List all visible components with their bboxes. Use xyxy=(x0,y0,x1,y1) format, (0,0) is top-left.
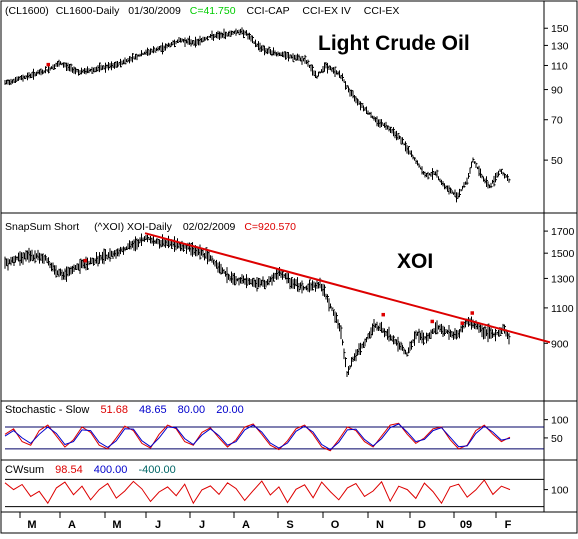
cw-y-tick-label: 100 xyxy=(551,485,569,497)
cw-label: CWsum xyxy=(5,464,44,476)
xoi-signal-marker xyxy=(470,311,474,315)
xoi-y-tick-label: 900 xyxy=(551,338,569,350)
x-tick-label: O xyxy=(331,519,340,531)
stoch-y-tick-label: 100 xyxy=(551,415,569,427)
x-tick-label: 09 xyxy=(460,519,472,531)
x-tick-label: M xyxy=(27,519,36,531)
xoi-name: (^XOI) XOI-Daily xyxy=(94,221,173,233)
stoch-header: Stochastic - Slow 51.68 48.65 80.00 20.0… xyxy=(5,404,244,416)
cw-value-1: 98.54 xyxy=(55,464,83,476)
cw-value-2: 400.00 xyxy=(94,464,128,476)
xoi-study: SnapSum Short xyxy=(5,221,79,233)
y-axis-ticks: 150 130 110 90 70 50 1700 1500 1300 1100 900 100 50 1… xyxy=(544,23,575,497)
crude-name: CL1600-Daily xyxy=(56,5,120,17)
xoi-signal-marker xyxy=(460,321,464,325)
crude-study-1: CCI-CAP xyxy=(247,5,290,17)
xoi-price-bars xyxy=(4,232,551,378)
cw-series-1 xyxy=(4,479,511,505)
crude-header: (CL1600) CL1600-Daily 01/30/2009 C=41.75… xyxy=(5,5,399,17)
crude-y-tick-label: 150 xyxy=(551,23,569,35)
x-tick-label: N xyxy=(376,519,384,531)
crude-symbol: (CL1600) xyxy=(5,5,49,17)
cw-value-3: -400.00 xyxy=(138,464,175,476)
crude-y-tick-label: 50 xyxy=(551,155,563,167)
xoi-date: 02/02/2009 xyxy=(183,221,236,233)
xoi-y-tick-label: 1700 xyxy=(551,226,575,238)
crude-study-3: CCI-EX xyxy=(364,5,400,17)
stoch-value-2: 48.65 xyxy=(139,404,167,416)
xoi-signal-marker xyxy=(430,319,434,324)
crude-title: Light Crude Oil xyxy=(318,32,470,55)
stoch-value-4: 20.00 xyxy=(216,404,244,416)
stoch-label: Stochastic - Slow xyxy=(5,404,89,416)
xoi-y-tick-label: 1100 xyxy=(551,303,574,315)
xoi-trendline xyxy=(144,232,551,344)
crude-close: C=41.750 xyxy=(190,5,236,17)
cwsum-line xyxy=(4,478,544,508)
x-axis-ticks: M A M J J A S O N D 09 F xyxy=(19,512,512,531)
x-tick-label: A xyxy=(242,519,250,531)
xoi-header: SnapSum Short (^XOI) XOI-Daily 02/02/200… xyxy=(5,221,296,233)
xoi-y-tick-label: 1500 xyxy=(551,248,575,260)
crude-y-tick-label: 110 xyxy=(551,60,568,72)
crude-y-tick-label: 90 xyxy=(551,85,563,97)
crude-y-tick-label: 70 xyxy=(551,115,563,127)
x-tick-label: S xyxy=(286,519,293,531)
crude-signal-marker xyxy=(46,62,50,67)
x-tick-label: M xyxy=(112,519,121,531)
x-tick-label: J xyxy=(155,519,161,531)
xoi-signal-marker xyxy=(83,258,87,263)
stoch-value-1: 51.68 xyxy=(100,404,128,416)
x-tick-label: A xyxy=(68,519,76,531)
x-tick-label: F xyxy=(505,519,512,531)
stoch-y-tick-label: 50 xyxy=(551,433,563,445)
stoch-value-3: 80.00 xyxy=(178,404,206,416)
crude-study-2: CCI-EX IV xyxy=(302,5,350,17)
xoi-title: XOI xyxy=(397,250,433,273)
xoi-y-tick-label: 1300 xyxy=(551,273,575,285)
stochastic-lines xyxy=(4,422,544,452)
crude-date: 01/30/2009 xyxy=(128,5,181,17)
cw-header: CWsum 98.54 400.00 -400.00 xyxy=(5,464,176,476)
x-tick-label: D xyxy=(418,519,426,531)
stoch-series-2 xyxy=(4,423,511,451)
xoi-close: C=920.570 xyxy=(244,221,296,233)
crude-price-bars xyxy=(4,27,511,203)
xoi-signal-marker xyxy=(381,312,385,317)
x-tick-label: J xyxy=(199,519,205,531)
crude-y-tick-label: 130 xyxy=(551,40,569,52)
